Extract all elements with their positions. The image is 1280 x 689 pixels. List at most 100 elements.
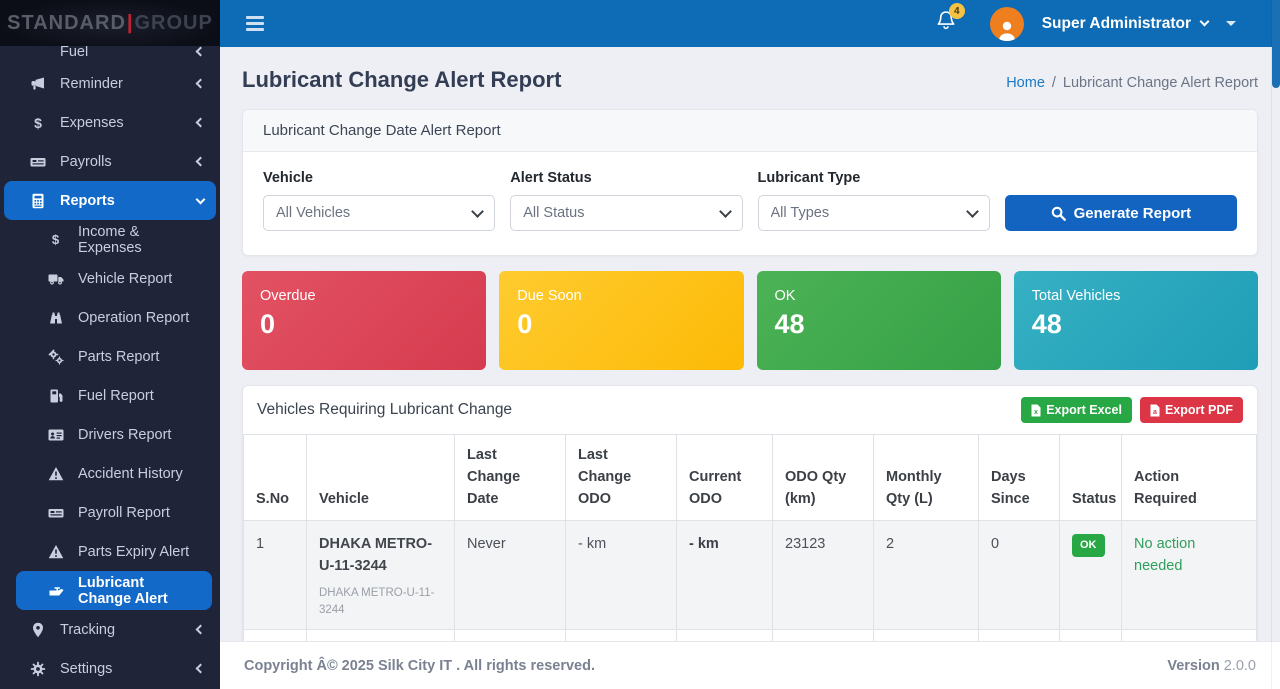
brand-logo-text: STANDARD|GROUP [7,12,213,35]
vehicle-select[interactable]: All Vehicles [263,195,496,231]
binoculars-icon [46,310,65,326]
table-card-title: Vehicles Requiring Lubricant Change [257,401,513,418]
alert-status-select-wrap: All Status [510,195,743,231]
lubricant-type-select[interactable]: All Types [757,195,990,231]
export-pdf-button[interactable]: a Export PDF [1139,397,1243,423]
sidebar-item-label: Operation Report [78,309,190,326]
chevron-left-icon [195,46,206,57]
topbar-right: 4 Super Administrator [936,3,1254,41]
chevron-left-icon [195,117,206,128]
brand-secondary: GROUP [134,11,213,34]
generate-report-label: Generate Report [1073,204,1192,222]
stat-value: 48 [1031,309,1062,339]
stat-label: Overdue [260,288,316,304]
stat-label: Due Soon [517,288,582,304]
lubricant-type-label: Lubricant Type [757,170,861,186]
table-row: 2 DHAKA METRO-U-11-3250 Never - km - km … [243,629,1257,641]
sidebar-item-fuel-report[interactable]: Fuel Report [0,376,220,415]
user-name-label: Super Administrator [1041,14,1191,32]
col-status: Status [1059,433,1122,522]
table-card-header: Vehicles Requiring Lubricant Change x Ex… [243,386,1257,434]
col-last-change-odo: Last Change ODO [565,433,677,522]
page-content: Lubricant Change Alert Report Home / Lub… [220,47,1280,641]
table-header-row: S.No Vehicle Last Change Date Last Chang… [243,433,1257,522]
sidebar-item-label: Tracking [60,621,116,638]
sidebar-item-accident-history[interactable]: Accident History [0,454,220,493]
lubricant-type-field: Lubricant Type All Types [757,170,990,231]
cell-monthly-qty: 2 [873,629,979,641]
sidebar-item-parts-expiry-alert[interactable]: Parts Expiry Alert [0,532,220,571]
user-menu[interactable]: Super Administrator [1041,14,1210,33]
chevron-left-icon [195,78,206,89]
map-marker-icon [28,622,47,638]
sidebar-item-label: Payroll Report [78,504,170,521]
alert-status-field: Alert Status All Status [510,170,743,231]
sidebar-item-tracking[interactable]: Tracking [0,610,220,649]
col-sno: S.No [243,433,307,522]
cell-action-required: No action needed [1121,520,1257,631]
sidebar-item-operation-report[interactable]: Operation Report [0,298,220,337]
sidebar-item-payrolls[interactable]: Payrolls [0,142,220,181]
menu-toggle-icon[interactable] [246,16,264,31]
stat-value: 0 [517,309,533,339]
file-pdf-icon: a [1150,404,1160,416]
col-action-required: Action Required [1121,433,1257,522]
version-value: 2.0.0 [1223,657,1256,674]
sidebar-item-reports[interactable]: Reports [4,181,216,220]
gas-pump-icon [46,388,65,404]
status-badge: OK [1072,534,1105,557]
stat-value: 0 [260,309,276,339]
sidebar-item-label: Parts Expiry Alert [78,543,190,560]
sidebar-item-label: Reminder [60,75,123,92]
brand-primary: STANDARD [7,11,126,34]
col-monthly-qty: Monthly Qty (L) [873,433,979,522]
sidebar: STANDARD|GROUP Fuel Reminder $ Expenses [0,0,220,689]
generate-report-button[interactable]: Generate Report [1004,195,1237,231]
footer: Copyright Â© 2025 Silk City IT . All rig… [220,641,1280,689]
warning-triangle-icon [46,466,65,482]
export-excel-button[interactable]: x Export Excel [1021,397,1132,423]
version-text: Version 2.0.0 [1167,658,1256,674]
sidebar-item-payroll-report[interactable]: Payroll Report [0,493,220,532]
avatar[interactable] [989,6,1024,41]
sidebar-item-label: Payrolls [60,153,112,170]
filter-card-title: Lubricant Change Date Alert Report [243,110,1257,152]
caret-down-icon[interactable] [1226,21,1236,26]
chevron-left-icon [195,663,206,674]
breadcrumb-home-link[interactable]: Home [1006,75,1045,91]
sidebar-item-reminder[interactable]: Reminder [0,64,220,103]
sidebar-item-settings[interactable]: Settings [0,649,220,688]
truck-icon [46,271,65,287]
sidebar-item-expenses[interactable]: $ Expenses [0,103,220,142]
col-odo-qty: ODO Qty (km) [772,433,874,522]
filter-card: Lubricant Change Date Alert Report Vehic… [242,109,1258,256]
col-days-since: Days Since [978,433,1060,522]
page-scrollbar[interactable] [1271,0,1280,689]
dollar-icon: $ [28,115,47,131]
breadcrumb-separator: / [1051,75,1056,91]
chevron-left-icon [195,624,206,635]
page-title: Lubricant Change Alert Report [242,67,562,92]
sidebar-item-drivers-report[interactable]: Drivers Report [0,415,220,454]
sidebar-item-vehicle-report[interactable]: Vehicle Report [0,259,220,298]
export-pdf-label: Export PDF [1164,403,1233,417]
sidebar-item-fuel[interactable]: Fuel [0,46,220,64]
version-label: Version [1167,657,1220,674]
scrollbar-thumb[interactable] [1272,0,1280,88]
notifications-button[interactable]: 4 [936,3,965,37]
user-icon [998,21,1015,41]
stat-cards: Overdue 0 Due Soon 0 OK 48 Total Vehicle… [242,271,1258,370]
svg-text:$: $ [34,115,42,131]
sidebar-item-parts-report[interactable]: Parts Report [0,337,220,376]
cell-sno: 2 [243,629,307,641]
sidebar-item-income-expenses[interactable]: $ Income & Expenses [0,220,220,259]
search-icon [1051,206,1066,221]
oil-can-icon [46,583,65,599]
chevron-left-icon [195,156,206,167]
stat-card-ok: OK 48 [756,271,1001,370]
filter-form: Vehicle All Vehicles Alert Status All St… [243,152,1257,255]
sidebar-item-label: Settings [60,660,113,677]
alert-status-select[interactable]: All Status [510,195,743,231]
brand-logo: STANDARD|GROUP [0,0,220,46]
sidebar-item-lubricant-change-alert[interactable]: Lubricant Change Alert [16,571,212,610]
